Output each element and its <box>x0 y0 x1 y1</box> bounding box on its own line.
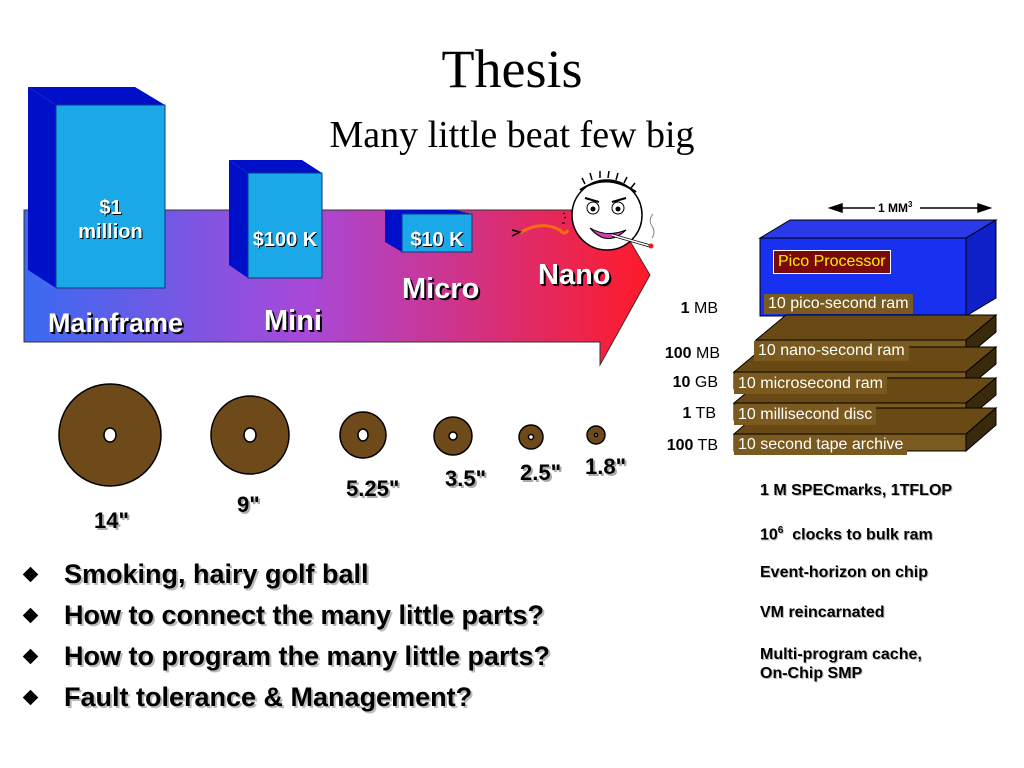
note-event-horizon: Event-horizon on chip <box>760 564 928 581</box>
bullet-item: How to program the many little parts? <box>16 636 736 677</box>
bullet-item: Fault tolerance & Management? <box>16 677 736 718</box>
layer-label-4: 10 second tape archive <box>734 435 908 455</box>
mini-price: $100 K <box>252 229 318 251</box>
capacity-amount: 100 <box>666 437 694 454</box>
note-clocks: 106 clocks to bulk ram <box>760 521 933 544</box>
disk-14 <box>58 383 162 487</box>
computer-class-arrow <box>23 87 655 367</box>
dimension-exponent: 3 <box>908 200 913 209</box>
micro-price: $10 K <box>410 229 464 251</box>
disk-5-25 <box>339 411 387 459</box>
note-specmarks: 1 M SPECmarks, 1TFLOP <box>760 482 953 499</box>
layer-label-1: 10 nano-second ram <box>754 341 909 361</box>
micro-box-top <box>385 210 472 214</box>
bullet-text: Smoking, hairy golf ball <box>64 559 369 589</box>
diamond-bullet-icon <box>22 566 39 583</box>
dimension-arrow-icon <box>827 202 993 214</box>
nano-label: Nano <box>538 259 611 291</box>
capacity-unit: TB <box>695 405 716 422</box>
mainframe-box-front <box>55 104 166 289</box>
disk-label-5-25: 5.25" <box>346 476 400 501</box>
capacity-amount: 1 <box>682 405 692 422</box>
note-multiprogram-line1: Multi-program cache, <box>760 646 922 663</box>
dimension-text: 1 MM <box>878 201 908 215</box>
bullet-text: Fault tolerance & Management? <box>64 682 473 712</box>
note-clocks-rest: clocks to bulk ram <box>783 526 933 544</box>
mainframe-price-line1: $1 <box>99 197 122 219</box>
pico-processor-label: Pico Processor <box>773 250 891 274</box>
disk-label-14: 14" <box>94 508 129 533</box>
disk-drives <box>58 383 606 487</box>
capacity-amount: 10 <box>672 374 691 391</box>
capacity-unit: TB <box>697 437 718 454</box>
disk-1-8 <box>586 425 606 445</box>
note-vm: VM reincarnated <box>760 604 885 621</box>
page-subtitle: Many little beat few big <box>329 114 695 156</box>
capacity-1tb: 1 TB <box>646 405 716 423</box>
mini-box-side <box>229 160 248 278</box>
note-multiprogram-line2: On-Chip SMP <box>760 665 863 682</box>
capacity-unit: GB <box>694 374 718 391</box>
note-multiprogram: Multi-program cache, On-Chip SMP <box>760 645 922 683</box>
note-clocks-base: 10 <box>760 526 778 544</box>
bullet-text: How to program the many little parts? <box>64 641 551 671</box>
mainframe-price: $1 million <box>56 196 165 244</box>
bullet-list: Smoking, hairy golf ball How to connect … <box>16 554 736 718</box>
mainframe-label: Mainframe <box>48 308 184 338</box>
disk-label-9: 9" <box>237 492 260 517</box>
page-title: Thesis <box>441 39 583 99</box>
bullet-text: How to connect the many little parts? <box>64 600 545 630</box>
capacity-100mb: 100 MB <box>650 345 720 363</box>
smoking-golf-ball-icon <box>511 170 655 251</box>
disk-label-1-8: 1.8" <box>585 454 627 479</box>
micro-box-front <box>401 213 473 253</box>
diamond-bullet-icon <box>22 607 39 624</box>
chip-stack <box>732 202 998 453</box>
capacity-100tb: 100 TB <box>648 437 718 455</box>
capacity-unit: MB <box>696 345 720 362</box>
capacity-amount: 1 <box>680 300 690 317</box>
diamond-bullet-icon <box>22 689 39 706</box>
diamond-bullet-icon <box>22 648 39 665</box>
capacity-amount: 100 <box>664 345 692 362</box>
micro-label: Micro <box>402 273 480 305</box>
layer-label-2: 10 microsecond ram <box>734 374 887 394</box>
capacity-10gb: 10 GB <box>648 374 718 392</box>
layer-label-3: 10 millisecond disc <box>734 405 877 425</box>
note-clocks-exp: 6 <box>777 525 784 536</box>
disk-9 <box>210 395 290 475</box>
layer-label-0: 10 pico-second ram <box>764 294 913 314</box>
capacity-1mb: 1 MB <box>648 300 718 318</box>
disk-3-5 <box>433 416 473 456</box>
mainframe-box-side <box>28 87 56 288</box>
micro-box-side <box>385 210 402 252</box>
mainframe-price-line2: million <box>78 221 143 243</box>
disk-label-3-5: 3.5" <box>445 466 487 491</box>
mini-box-top <box>229 160 322 173</box>
disk-2-5 <box>518 424 544 450</box>
mainframe-box-top <box>28 87 165 105</box>
disk-label-2-5: 2.5" <box>520 460 562 485</box>
bullet-item: Smoking, hairy golf ball <box>16 554 736 595</box>
capacity-unit: MB <box>694 300 718 317</box>
bullet-item: How to connect the many little parts? <box>16 595 736 636</box>
mini-label: Mini <box>264 305 322 337</box>
dimension-label: 1 MM3 <box>878 200 912 215</box>
mini-box-front <box>247 172 323 279</box>
